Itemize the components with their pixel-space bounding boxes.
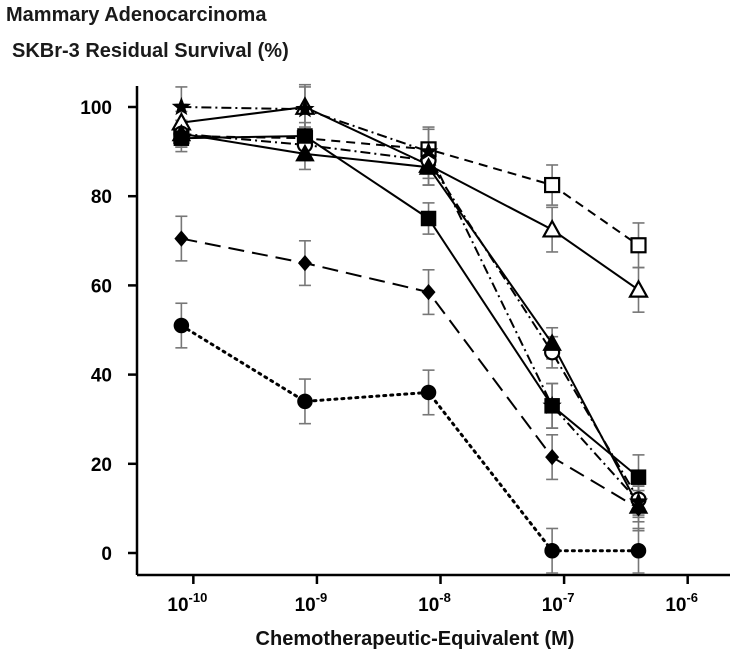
series-line [181,134,640,247]
series-markers [170,96,649,559]
series-lines [179,105,641,553]
y-tick-label: 100 [80,98,112,119]
data-marker [297,128,313,144]
series-line [181,132,640,507]
data-marker [174,230,189,247]
data-marker [173,317,190,334]
data-marker [631,500,646,517]
data-marker [545,448,560,466]
data-marker [297,254,312,272]
data-marker [421,283,436,301]
y-tick-label: 60 [91,276,112,297]
data-marker [630,543,647,559]
x-tick-label: 10-7 [542,590,575,616]
data-marker [297,393,313,410]
y-tick-label: 80 [91,187,112,208]
chart-subtitle: SKBr-3 Residual Survival (%) [12,40,289,62]
series-line [181,237,640,510]
series-line [179,324,641,553]
data-marker [628,279,649,298]
data-marker [295,143,315,162]
series-line [181,132,640,500]
x-tick-label: 10-6 [665,590,698,616]
data-marker [420,210,437,227]
data-marker [544,543,560,559]
x-tick-label: 10-10 [167,590,207,616]
data-marker [173,130,190,146]
series-line [181,106,640,503]
chart-title: Mammary Adenocarcinoma [6,4,267,26]
data-marker [542,333,562,351]
data-marker [544,176,561,194]
data-marker [541,218,563,238]
data-marker [630,469,647,485]
data-marker [542,395,562,414]
x-tick-label: 10-8 [418,590,451,616]
data-marker [420,384,437,401]
x-tick-label: 10-9 [295,590,328,616]
x-axis-label: Chemotherapeutic-Equivalent (M) [256,628,575,650]
data-marker [295,99,315,118]
y-tick-label: 40 [91,366,112,387]
y-tick-label: 20 [91,455,112,476]
y-tick-label: 0 [101,544,112,565]
data-marker [418,157,439,175]
data-marker [171,96,191,116]
data-marker [630,237,647,254]
axes: 0 20 40 60 80 100 10-10 10-9 10-8 10-7 10-6 [80,86,730,616]
data-marker [418,141,439,160]
